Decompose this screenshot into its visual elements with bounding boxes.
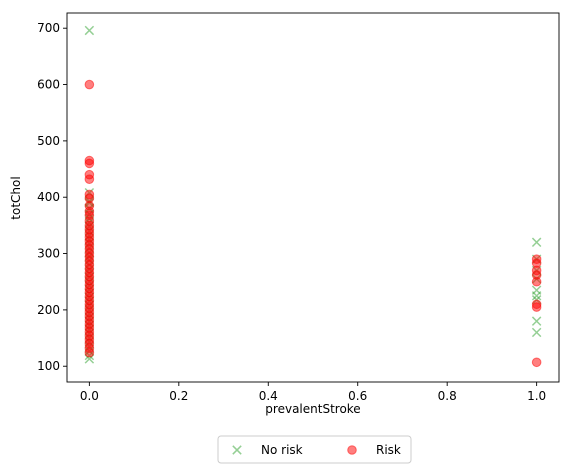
y-tick-label: 500: [37, 134, 60, 148]
series-no-risk: [84, 25, 542, 364]
legend-marker-no-risk: [232, 445, 242, 455]
data-point: [84, 158, 95, 169]
y-tick-label: 300: [37, 247, 60, 261]
legend-label-risk: Risk: [376, 443, 401, 457]
plot-frame: [66, 12, 560, 383]
data-point: [84, 25, 95, 36]
legend: No risk Risk: [217, 435, 412, 464]
legend-frame: [217, 435, 412, 464]
y-tick-label: 200: [37, 303, 60, 317]
legend-o-marker: [347, 445, 357, 455]
x-axis-label: prevalentStroke: [265, 402, 360, 416]
x-tick-label: 0.0: [80, 389, 99, 403]
y-tick-label: 600: [37, 78, 60, 92]
data-point: [84, 79, 95, 90]
x-tick-label: 0.2: [169, 389, 188, 403]
axes: prevalentStroke totChol 0.0 0.2 0.4 0.6 0.8 1…: [9, 12, 560, 416]
data-point: [531, 327, 542, 338]
x-tick-label: 0.4: [259, 389, 278, 403]
series-risk: [84, 79, 542, 368]
y-tick-label: 700: [37, 21, 60, 35]
data-point: [531, 276, 542, 287]
x-tick-label: 0.6: [348, 389, 367, 403]
plot-area: [84, 25, 542, 368]
data-point: [531, 237, 542, 248]
x-tick-label: 0.8: [438, 389, 457, 403]
data-point: [531, 291, 542, 301]
y-tick-label: 400: [37, 190, 60, 204]
data-point: [84, 347, 95, 358]
legend-x-marker: [232, 445, 242, 455]
data-point: [531, 357, 542, 368]
y-axis-label: totChol: [9, 176, 23, 219]
y-tick-label: 100: [37, 359, 60, 373]
data-point: [84, 174, 95, 184]
x-tick-label: 1.0: [527, 389, 546, 403]
data-point: [531, 316, 542, 326]
legend-marker-risk: [347, 445, 357, 455]
data-point: [531, 302, 542, 312]
legend-label-no-risk: No risk: [261, 443, 303, 457]
